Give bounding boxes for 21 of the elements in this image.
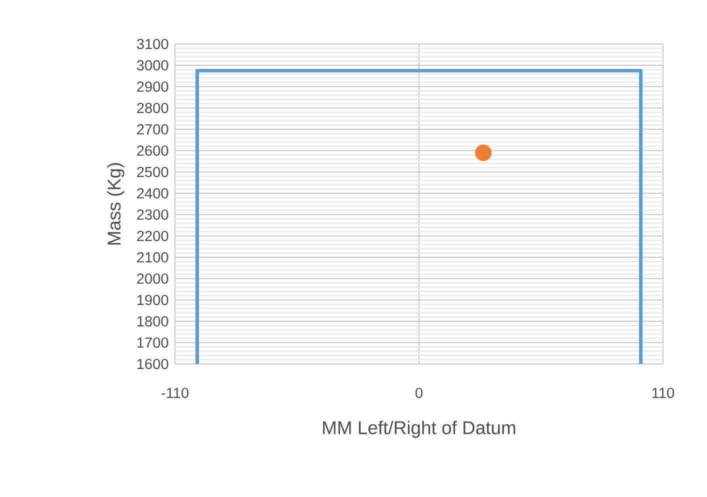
y-tick-label: 2900 [137, 82, 168, 92]
y-tick-label: 2400 [137, 188, 168, 198]
y-tick-label: 2000 [137, 274, 168, 284]
y-tick-label: 1800 [137, 316, 168, 326]
y-tick-label: 3100 [136, 38, 168, 50]
y-tick-label: 2200 [137, 230, 168, 242]
y-tick-label: 2500 [137, 166, 168, 178]
y-tick-label: 2800 [137, 102, 168, 114]
y-tick-label: 1900 [137, 294, 168, 306]
x-tick-label: 110 [652, 388, 674, 398]
y-tick-label: 1700 [137, 338, 168, 348]
y-tick-label: 1600 [137, 358, 168, 370]
x-tick-label: -110 [162, 388, 188, 398]
y-tick-label: 2100 [137, 252, 168, 262]
y-tick-label: 2600 [137, 146, 168, 156]
y-tick-label: 3000 [136, 60, 168, 70]
x-tick-label: 0 [416, 388, 422, 398]
y-tick-label: 2300 [137, 210, 168, 220]
x-axis-title: MM Left/Right of Datum [323, 420, 516, 438]
y-tick-label: 2700 [137, 124, 168, 134]
y-axis-title: Mass (Kg) [107, 163, 124, 245]
